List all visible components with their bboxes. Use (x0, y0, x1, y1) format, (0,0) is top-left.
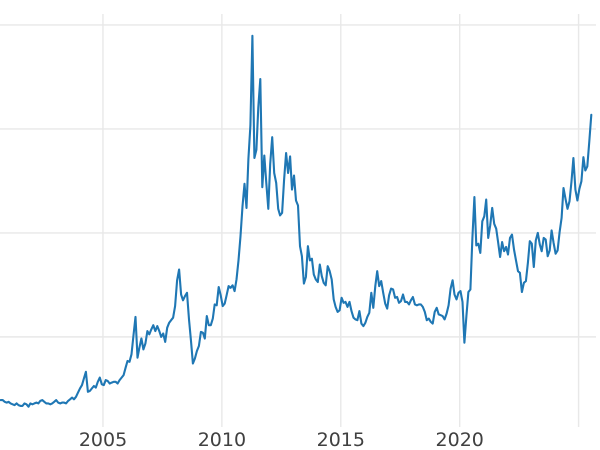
price-line (0, 34, 593, 408)
x-tick-label-2015: 2015 (317, 429, 365, 450)
x-tick-label-2010: 2010 (198, 429, 246, 450)
horizontal-gridlines (0, 24, 596, 338)
vertical-gridlines (102, 14, 580, 427)
x-tick-label-2005: 2005 (79, 429, 127, 450)
x-axis-labels: 2005 2010 2015 2020 (79, 429, 484, 450)
x-tick-label-2020: 2020 (436, 429, 484, 450)
